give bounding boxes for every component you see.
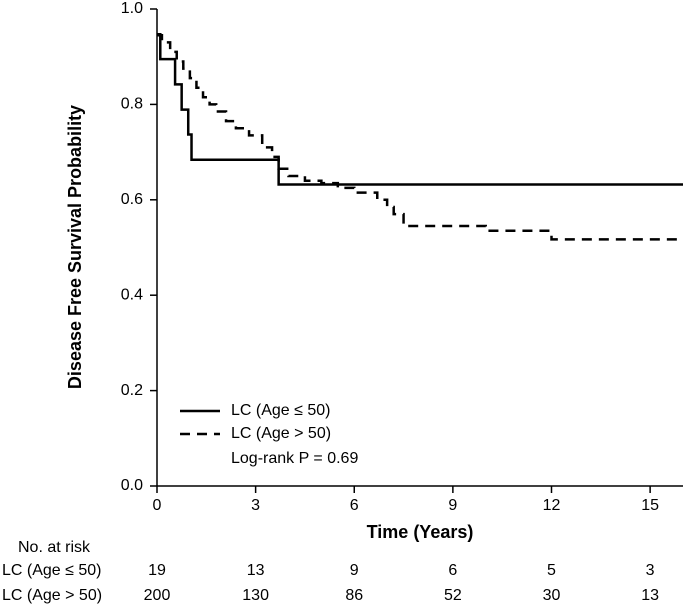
y-axis-label: Disease Free Survival Probability — [65, 105, 85, 389]
y-tick-label: 1.0 — [121, 0, 143, 17]
y-tick-label: 0.0 — [121, 477, 143, 494]
risk-count: 130 — [242, 587, 269, 604]
x-tick-label: 0 — [153, 497, 162, 514]
x-tick-label: 15 — [641, 497, 659, 514]
risk-count: 6 — [448, 562, 457, 579]
annotation: Log-rank P = 0.69 — [231, 450, 358, 467]
legend-label: LC (Age ≤ 50) — [231, 402, 331, 419]
risk-count: 9 — [350, 562, 359, 579]
risk-count: 13 — [641, 587, 659, 604]
x-tick-label: 6 — [350, 497, 359, 514]
risk-table-title: No. at risk — [18, 539, 91, 556]
x-tick-label: 9 — [448, 497, 457, 514]
risk-count: 52 — [444, 587, 462, 604]
y-tick-label: 0.8 — [121, 96, 143, 113]
legend-label: LC (Age > 50) — [231, 425, 331, 442]
x-tick-label: 12 — [543, 497, 561, 514]
risk-count: 13 — [247, 562, 265, 579]
y-tick-label: 0.2 — [121, 382, 143, 399]
survival-curve — [157, 33, 683, 241]
x-axis-label: Time (Years) — [367, 522, 474, 542]
risk-row-label: LC (Age ≤ 50) — [2, 562, 102, 579]
risk-count: 3 — [646, 562, 655, 579]
risk-count: 19 — [148, 562, 166, 579]
risk-count: 5 — [547, 562, 556, 579]
risk-count: 30 — [543, 587, 561, 604]
risk-count: 86 — [345, 587, 363, 604]
y-tick-label: 0.6 — [121, 191, 143, 208]
risk-count: 200 — [144, 587, 171, 604]
risk-row-label: LC (Age > 50) — [2, 587, 102, 604]
y-tick-label: 0.4 — [121, 286, 143, 303]
survival-curve — [157, 33, 683, 186]
x-tick-label: 3 — [251, 497, 260, 514]
